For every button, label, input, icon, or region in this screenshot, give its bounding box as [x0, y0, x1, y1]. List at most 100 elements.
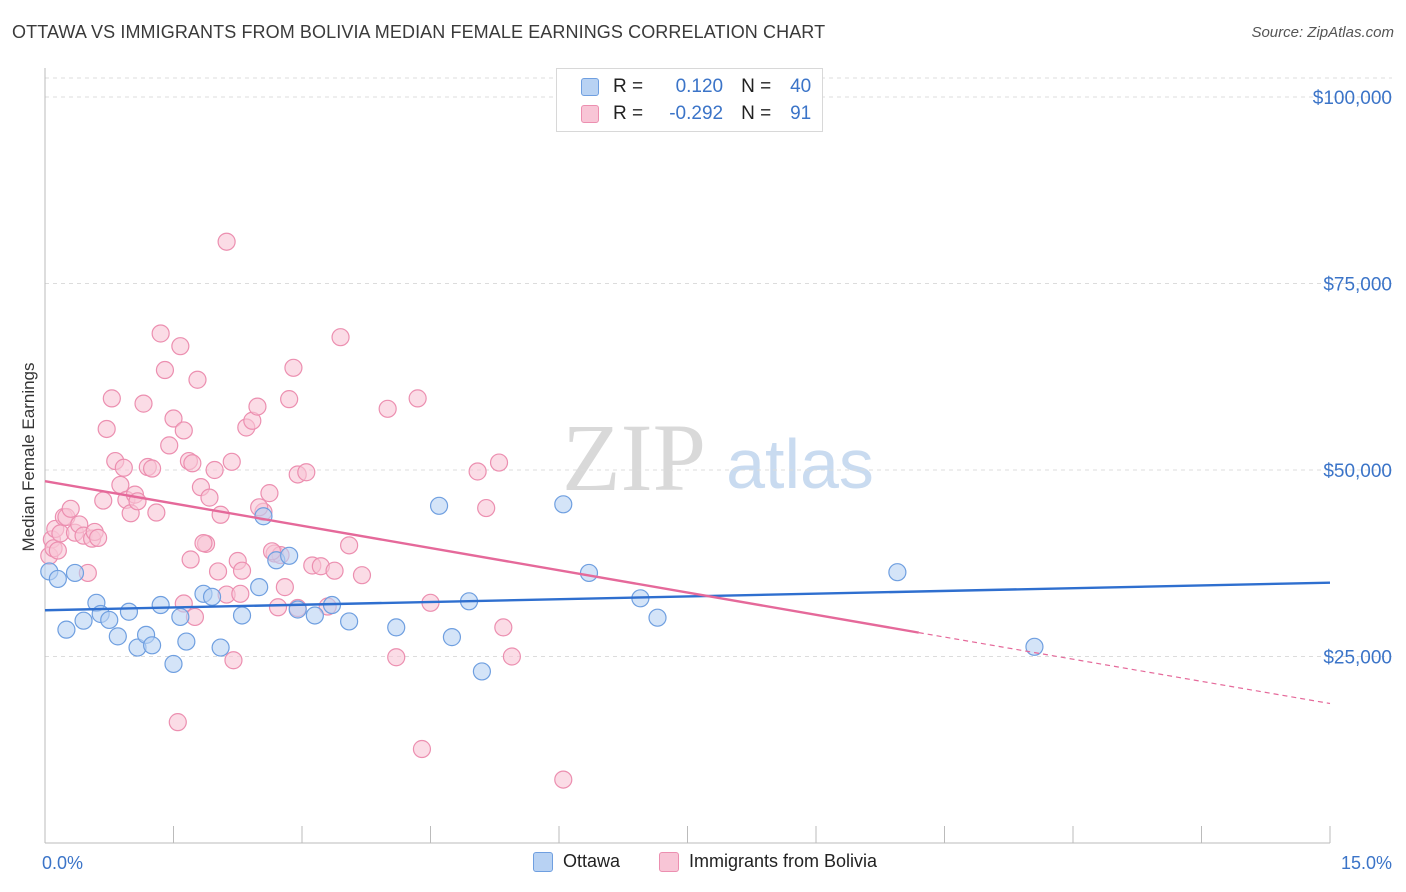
- bolivia-point: [205, 460, 224, 480]
- ottawa-point: [202, 587, 222, 606]
- ottawa-point: [108, 627, 127, 646]
- ottawa-trend-line: [44, 581, 1331, 612]
- bolivia-point: [208, 562, 228, 581]
- legend-r-label-ottawa: R =: [613, 76, 644, 97]
- chart-title: OTTAWA VS IMMIGRANTS FROM BOLIVIA MEDIAN…: [12, 22, 826, 42]
- legend-r-label-bolivia: R =: [613, 103, 644, 124]
- ottawa-point: [340, 612, 359, 631]
- bolivia-point: [183, 454, 202, 473]
- legend-swatch-bolivia: [581, 105, 599, 123]
- bolivia-point: [248, 397, 267, 416]
- ottawa-point: [648, 608, 667, 627]
- bolivia-point: [325, 561, 344, 580]
- bolivia-point: [280, 390, 299, 409]
- bolivia-point: [97, 419, 116, 439]
- bolivia-point: [217, 232, 236, 251]
- bolivia-point: [151, 324, 170, 343]
- ottawa-point: [151, 595, 170, 615]
- ottawa-point: [119, 602, 139, 621]
- y-axis-label: Median Female Earnings: [19, 363, 38, 552]
- bolivia-point: [147, 503, 166, 522]
- legend-n-value-bolivia: 91: [790, 103, 812, 124]
- bolivia-point: [275, 578, 294, 597]
- x-tick-label-0: 0.0%: [42, 853, 83, 873]
- bolivia-point: [554, 770, 573, 789]
- ottawa-point: [177, 632, 196, 651]
- legend-swatch-ottawa: [581, 78, 599, 96]
- watermark-zip: ZIP: [562, 404, 706, 511]
- ottawa-point: [280, 546, 299, 565]
- legend-row-ottawa: R = 0.120 N = 40: [581, 75, 811, 99]
- bolivia-point: [387, 648, 406, 667]
- bolivia-point: [211, 505, 230, 524]
- bolivia-point: [231, 584, 250, 603]
- source-label: Source: ZipAtlas.com: [1251, 24, 1394, 41]
- y-tick-label-100000: $100,000: [1313, 88, 1392, 109]
- bolivia-point: [340, 536, 359, 555]
- bolivia-point: [94, 491, 113, 510]
- legend-n-label-bolivia: N =: [741, 103, 772, 124]
- ottawa-point: [888, 563, 907, 582]
- bolivia-point: [232, 561, 252, 580]
- bolivia-point: [194, 534, 213, 553]
- bolivia-point: [181, 550, 200, 569]
- series-label-bolivia: Immigrants from Bolivia: [689, 851, 878, 871]
- ottawa-point: [65, 563, 85, 583]
- bolivia-point: [134, 394, 153, 413]
- ottawa-point: [250, 578, 269, 597]
- bolivia-point: [468, 462, 487, 481]
- series-swatch-bolivia: [659, 851, 679, 872]
- bolivia-point: [188, 370, 207, 389]
- series-label-ottawa: Ottawa: [563, 851, 621, 871]
- legend-n-value-ottawa: 40: [790, 76, 812, 97]
- series-legend-ottawa[interactable]: Ottawa: [533, 851, 620, 872]
- bolivia-point: [352, 566, 372, 585]
- bolivia-point: [284, 358, 303, 377]
- ottawa-point: [232, 606, 252, 625]
- series-legend-bolivia[interactable]: Immigrants from Bolivia: [659, 851, 877, 872]
- series-legend: Ottawa Immigrants from Bolivia: [0, 851, 1406, 879]
- ottawa-point: [211, 638, 230, 657]
- ottawa-point: [429, 496, 449, 515]
- bolivia-point: [102, 389, 121, 408]
- bolivia-point: [48, 541, 67, 560]
- bolivia-point: [378, 399, 397, 418]
- legend-r-value-bolivia: -0.292: [669, 103, 724, 124]
- ottawa-point: [579, 563, 599, 583]
- bolivia-point: [502, 647, 521, 666]
- ottawa-point: [1025, 637, 1044, 656]
- ottawa-point: [142, 636, 162, 655]
- y-tick-label-25000: $25,000: [1323, 648, 1392, 669]
- ottawa-point: [387, 618, 406, 637]
- bolivia-point: [222, 452, 241, 471]
- bolivia-point: [260, 484, 279, 503]
- bolivia-trend-extension: [918, 632, 1331, 705]
- bolivia-point: [160, 436, 179, 455]
- bolivia-point: [171, 337, 190, 356]
- ottawa-point: [48, 569, 67, 589]
- ottawa-point: [57, 620, 76, 639]
- bolivia-point: [168, 713, 187, 732]
- bolivia-point: [268, 598, 288, 617]
- ottawa-point: [554, 495, 573, 514]
- bolivia-trend-line: [44, 480, 920, 634]
- ottawa-point: [442, 628, 462, 647]
- bolivia-point: [142, 459, 162, 478]
- bolivia-point: [477, 498, 496, 518]
- bolivia-point: [224, 651, 243, 670]
- bolivia-point: [155, 360, 175, 380]
- bolivia-point: [164, 409, 183, 428]
- bolivia-point: [494, 618, 513, 637]
- watermark-atlas: atlas: [726, 425, 874, 503]
- bolivia-point: [331, 328, 350, 347]
- legend-n-label-ottawa: N =: [741, 76, 772, 97]
- legend-row-bolivia: R = -0.292 N = 91: [581, 102, 811, 126]
- y-tick-label-75000: $75,000: [1323, 275, 1392, 296]
- bolivia-point: [412, 739, 432, 759]
- legend-r-value-ottawa: 0.120: [675, 76, 724, 97]
- bolivia-point: [114, 458, 133, 477]
- ottawa-point: [254, 507, 273, 526]
- bolivia-point: [408, 389, 427, 408]
- ottawa-point: [305, 606, 324, 625]
- ottawa-point: [74, 611, 93, 630]
